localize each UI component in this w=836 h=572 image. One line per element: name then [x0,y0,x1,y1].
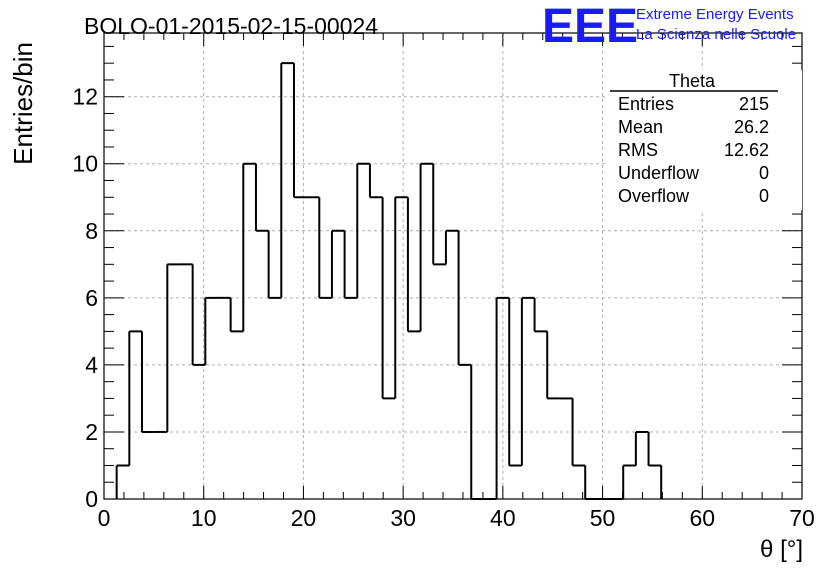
histogram-bin [394,196,408,399]
x-tick-label: 10 [191,505,217,531]
histogram-bin [204,296,218,365]
histogram-bin [191,264,206,366]
histogram-bin [280,62,294,298]
histogram-bin [330,229,345,298]
x-tick-label: 30 [390,505,416,531]
histogram-bin [267,230,282,299]
x-axis-label: θ [°] [760,536,803,563]
stats-row-label: Entries [618,94,674,114]
logo-line-2: La Scienza nelle Scuole [636,26,796,43]
stats-row-label: RMS [618,140,658,160]
histogram-bin [584,465,598,500]
histogram-bin [343,230,358,299]
histogram-bin [533,297,548,333]
y-tick-labels: 0 2 4 6 8 10 12 [72,84,98,512]
histogram-bin [356,162,370,298]
x-tick-labels: 0 10 20 30 40 50 60 70 [98,505,815,531]
x-tick-label: 0 [98,505,111,531]
histogram-bin [166,263,180,432]
x-tick-label: 60 [689,505,715,531]
histogram-bin [520,296,535,466]
histogram-bin [140,331,155,433]
histogram-bin [292,63,307,199]
stats-box-title: Theta [669,71,716,91]
chart-title: BOLO-01-2015-02-15-00024 [84,13,378,39]
histogram-bin [508,297,522,467]
y-tick-label: 10 [72,151,98,177]
x-tick-label: 20 [291,505,317,531]
histogram-bin [432,163,446,266]
histogram-bin [368,163,383,199]
histogram-bin [457,230,472,366]
histogram-bin [444,229,459,265]
histogram-bin [229,297,244,333]
histogram-bin [546,331,560,400]
y-tick-label: 4 [85,352,98,378]
stats-box: Theta Entries 215 Mean 26.2 RMS 12.62 Underflo… [606,70,802,210]
histogram-bin [419,162,434,332]
histogram-bin [242,162,256,332]
logo-line-1: Extreme Energy Events [636,6,794,23]
y-tick-label: 12 [72,84,98,110]
x-tick-label: 50 [590,505,616,531]
histogram-bin [647,431,663,499]
histogram-bin [128,330,142,466]
histogram-bin [381,197,396,400]
x-tick-label: 70 [789,505,815,531]
stats-row-value: 26.2 [734,117,769,137]
histogram-bin [634,430,649,466]
stats-row-label: Mean [618,117,663,137]
y-axis-label: Entries/bin [8,42,38,165]
histogram-bin [406,197,421,333]
y-tick-label: 0 [85,486,98,512]
stats-row-value: 12.62 [724,140,769,160]
stats-row-value: 0 [759,186,769,206]
eee-logo: EEE [542,0,638,53]
histogram-bars [115,62,663,500]
stats-row-label: Overflow [618,186,690,206]
histogram-bin [622,464,636,499]
x-tick-label: 40 [490,505,516,531]
histogram-bin [318,197,332,299]
histogram-bin [254,163,269,232]
stats-row-value: 215 [739,94,769,114]
histogram-bin [495,296,510,499]
histogram-bin [470,364,484,500]
stats-row-label: Underflow [618,163,700,183]
y-tick-label: 8 [85,218,98,244]
y-tick-label: 6 [85,285,98,311]
plot-frame [103,32,803,500]
histogram-bin [115,464,130,499]
histogram-bin [571,398,586,467]
stats-row-value: 0 [759,163,769,183]
y-tick-label: 2 [85,419,98,445]
